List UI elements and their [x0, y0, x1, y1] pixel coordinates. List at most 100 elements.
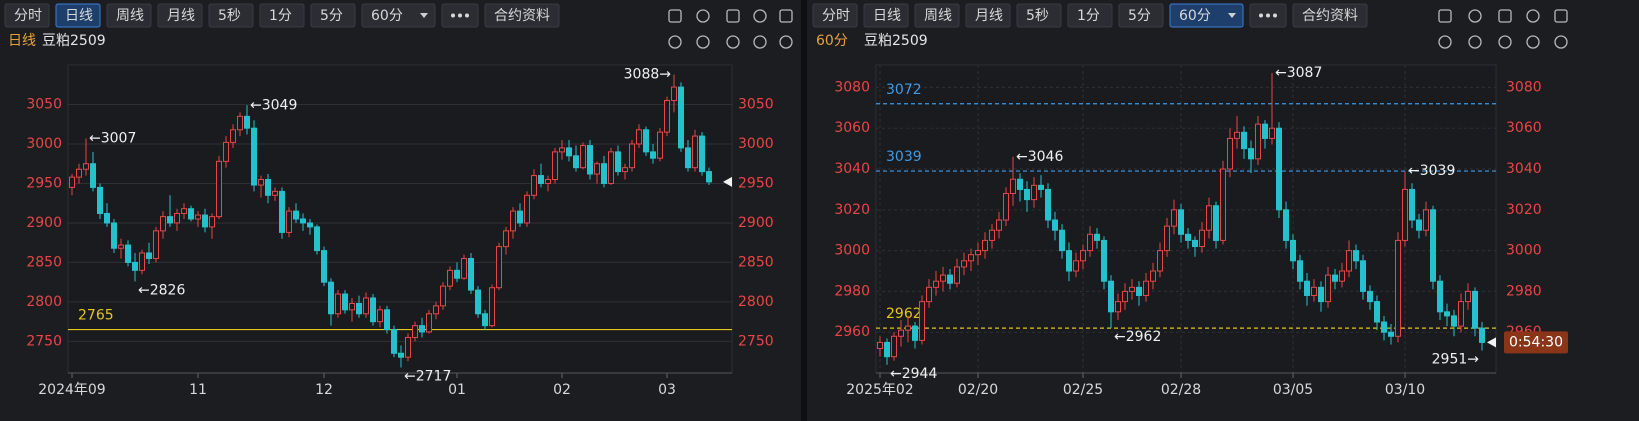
candle-body — [664, 100, 670, 133]
candle-body — [1038, 184, 1044, 190]
candle-body — [940, 274, 946, 282]
candle-body — [1283, 209, 1289, 241]
candle-body — [1227, 137, 1233, 170]
candle-body — [1360, 260, 1366, 292]
candle-body — [968, 254, 974, 262]
tool-icon[interactable] — [1554, 35, 1568, 49]
toolbar-button[interactable] — [208, 3, 254, 28]
toolbar-button[interactable] — [1169, 3, 1244, 28]
toolbar-button[interactable] — [4, 3, 50, 28]
candle-body — [426, 313, 432, 333]
tool-icon[interactable] — [696, 9, 710, 23]
tool-icon[interactable] — [1438, 9, 1452, 23]
y-tick-label: 2980 — [1506, 283, 1542, 299]
candle-body — [300, 218, 306, 224]
candle-body — [1115, 301, 1121, 313]
tool-icon[interactable] — [1498, 35, 1512, 49]
candle-body — [1269, 127, 1275, 139]
candle-body — [146, 252, 152, 259]
extreme-label: 3088→ — [624, 66, 672, 82]
tool-icon[interactable] — [1468, 35, 1482, 49]
candle-body — [912, 325, 918, 341]
candle-body — [573, 155, 579, 169]
tool-icon[interactable] — [668, 35, 682, 49]
toolbar-button-label: 1分 — [1077, 8, 1100, 24]
tool-icon[interactable] — [753, 9, 767, 23]
toolbar-button-label: 5秒 — [218, 8, 241, 24]
candle-body — [104, 212, 110, 224]
tool-icon[interactable] — [1468, 9, 1482, 23]
toolbar-button[interactable] — [55, 3, 101, 28]
candle-body — [1052, 219, 1058, 231]
y-tick-label: 2900 — [26, 215, 62, 231]
x-tick-label: 12 — [315, 382, 333, 398]
toolbar-button[interactable] — [106, 3, 152, 28]
candle-body — [1241, 131, 1247, 150]
tool-icon[interactable] — [1526, 35, 1540, 49]
tool-icon[interactable] — [1554, 9, 1568, 23]
info-button-label: 合约资料 — [494, 8, 550, 24]
tool-icon[interactable] — [726, 35, 740, 49]
candle-body — [1073, 260, 1079, 272]
tool-icon[interactable] — [1498, 9, 1512, 23]
toolbar-button-label: 5秒 — [1026, 8, 1049, 24]
symbol-label: 豆粕2509 — [42, 33, 106, 49]
candle-body — [83, 163, 89, 170]
candle-body — [1395, 239, 1401, 337]
candle-body — [1031, 184, 1037, 201]
candle-body — [132, 261, 138, 271]
candle-body — [692, 135, 698, 169]
candle-body — [1213, 205, 1219, 241]
candle-body — [433, 305, 439, 315]
candle-body — [678, 86, 684, 149]
candle-body — [947, 274, 953, 284]
more-dot — [451, 13, 455, 18]
toolbar-button[interactable] — [812, 3, 858, 28]
toolbar-button[interactable] — [863, 3, 909, 28]
tool-icon[interactable] — [726, 9, 740, 23]
candle-body — [933, 280, 939, 288]
candle-body — [1094, 233, 1100, 241]
toolbar-button-label: 60分 — [371, 8, 403, 24]
x-tick-label: 11 — [189, 382, 207, 398]
y-tick-label: 2850 — [738, 254, 774, 270]
plot-area — [875, 64, 1497, 374]
tool-icon[interactable] — [779, 9, 793, 23]
divider — [801, 0, 807, 421]
toolbar-button[interactable] — [361, 3, 436, 28]
candle-body — [1206, 205, 1212, 231]
tool-icon[interactable] — [753, 35, 767, 49]
info-button[interactable] — [484, 3, 560, 28]
toolbar-button[interactable] — [965, 3, 1011, 28]
more-dot — [1259, 13, 1263, 18]
candle-body — [118, 244, 124, 249]
toolbar-button[interactable] — [1016, 3, 1062, 28]
tool-icon[interactable] — [1526, 9, 1540, 23]
candle-body — [195, 214, 201, 220]
toolbar-button[interactable] — [1067, 3, 1113, 28]
y-tick-label: 3060 — [834, 120, 870, 136]
toolbar-button[interactable] — [914, 3, 960, 28]
candle-body — [559, 147, 565, 153]
candle-body — [1416, 219, 1422, 231]
toolbar-button[interactable] — [157, 3, 203, 28]
candle-body — [1325, 274, 1331, 303]
candle-body — [580, 145, 586, 169]
candle-body — [202, 214, 208, 228]
tool-icon[interactable] — [668, 9, 682, 23]
candle-body — [1353, 250, 1359, 262]
tool-icon[interactable] — [696, 35, 710, 49]
toolbar-button[interactable] — [259, 3, 305, 28]
candle-body — [412, 325, 418, 338]
toolbar-button[interactable] — [310, 3, 356, 28]
tool-icon[interactable] — [1438, 35, 1452, 49]
toolbar-button[interactable] — [1118, 3, 1164, 28]
candle-body — [884, 341, 890, 358]
more-dot — [1273, 13, 1277, 18]
candle-body — [307, 222, 313, 228]
info-button[interactable] — [1292, 3, 1368, 28]
toolbar-button-label: 分时 — [822, 8, 850, 24]
y-tick-label: 2750 — [26, 333, 62, 349]
x-tick-label: 02/25 — [1063, 382, 1103, 398]
tool-icon[interactable] — [779, 35, 793, 49]
